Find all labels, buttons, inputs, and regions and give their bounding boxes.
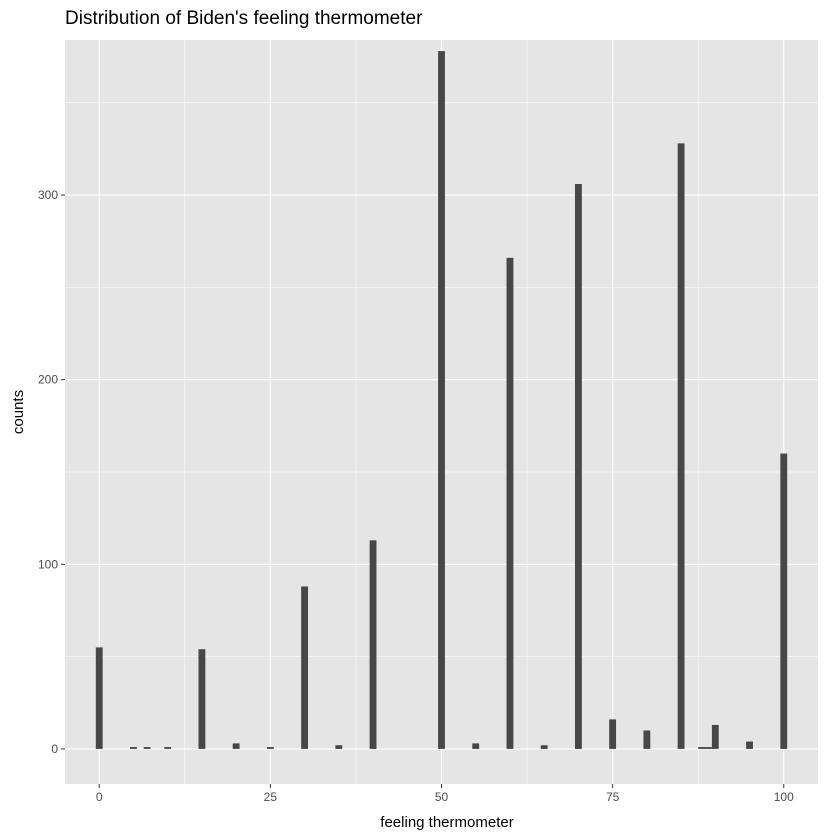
- bar: [472, 743, 480, 749]
- y-tick-label: 300: [38, 188, 58, 202]
- bar: [335, 745, 343, 749]
- bar: [711, 724, 719, 749]
- bar: [574, 184, 582, 749]
- y-axis-title: counts: [10, 390, 27, 434]
- bar: [301, 586, 309, 749]
- bars: [95, 51, 788, 749]
- x-tick-label: 0: [96, 790, 103, 804]
- bar: [609, 719, 617, 749]
- x-tick-label: 25: [264, 790, 278, 804]
- bar: [780, 453, 788, 749]
- bar: [130, 747, 137, 749]
- x-axis-title: feeling thermometer: [380, 814, 513, 831]
- x-axis: 0 25 50 75 100: [96, 784, 794, 804]
- x-tick-label: 100: [774, 790, 794, 804]
- y-tick-label: 0: [51, 742, 58, 756]
- bar: [643, 730, 651, 749]
- bar: [232, 743, 240, 749]
- bar: [540, 745, 548, 749]
- bar: [369, 540, 377, 749]
- bar: [698, 747, 706, 749]
- bar: [506, 257, 514, 749]
- chart-title: Distribution of Biden's feeling thermome…: [65, 8, 423, 29]
- y-axis: 0 100 200 300: [38, 188, 65, 756]
- bar: [677, 143, 685, 749]
- bar: [746, 741, 753, 749]
- bar: [705, 747, 712, 749]
- y-tick-label: 100: [38, 557, 58, 571]
- bar: [438, 51, 445, 749]
- x-tick-label: 50: [435, 790, 449, 804]
- bar: [164, 747, 172, 749]
- bar: [95, 647, 103, 749]
- y-tick-label: 200: [38, 373, 58, 387]
- bar: [143, 747, 151, 749]
- bar: [266, 747, 274, 749]
- x-tick-label: 75: [606, 790, 620, 804]
- bar: [198, 649, 206, 749]
